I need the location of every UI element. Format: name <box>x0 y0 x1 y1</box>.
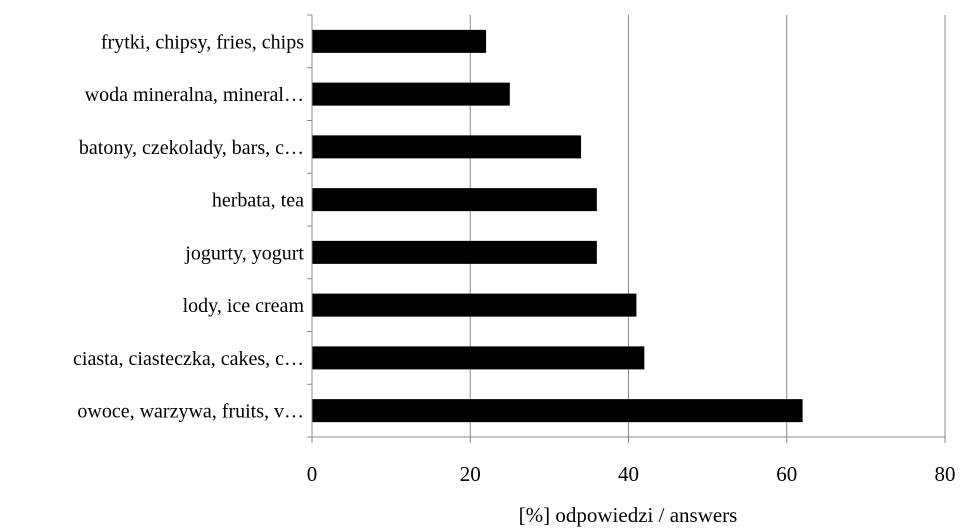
x-tick-label: 60 <box>776 462 797 486</box>
x-tick-label: 40 <box>618 462 639 486</box>
axes <box>307 14 946 443</box>
x-tick-label: 20 <box>460 462 481 486</box>
category-label: owoce, warzywa, fruits, v… <box>77 401 304 423</box>
bar <box>312 82 510 106</box>
bar <box>312 240 597 264</box>
category-label: herbata, tea <box>212 190 304 212</box>
x-tick-label: 0 <box>307 462 318 486</box>
x-tick-label: 80 <box>935 462 956 486</box>
bars <box>312 29 803 423</box>
x-axis-title: [%] odpowiedzi / answers <box>519 503 738 527</box>
x-tick-labels: 0 20 40 60 80 <box>307 462 956 486</box>
bar <box>312 293 637 317</box>
category-label: ciasta, ciasteczka, cakes, c… <box>73 348 304 370</box>
category-label: batony, czekolady, bars, c… <box>79 137 304 159</box>
bar <box>312 346 645 370</box>
category-labels: frytki, chipsy, fries, chips woda mineral… <box>73 31 304 422</box>
category-label: lody, ice cream <box>183 295 305 317</box>
bar <box>312 399 803 423</box>
bar <box>312 188 597 212</box>
category-label: woda mineralna, mineral… <box>85 84 304 106</box>
bar <box>312 29 487 53</box>
bar <box>312 135 582 159</box>
category-label: jogurty, yogurt <box>184 242 304 264</box>
category-label: frytki, chipsy, fries, chips <box>101 31 304 53</box>
gridlines <box>469 15 946 437</box>
